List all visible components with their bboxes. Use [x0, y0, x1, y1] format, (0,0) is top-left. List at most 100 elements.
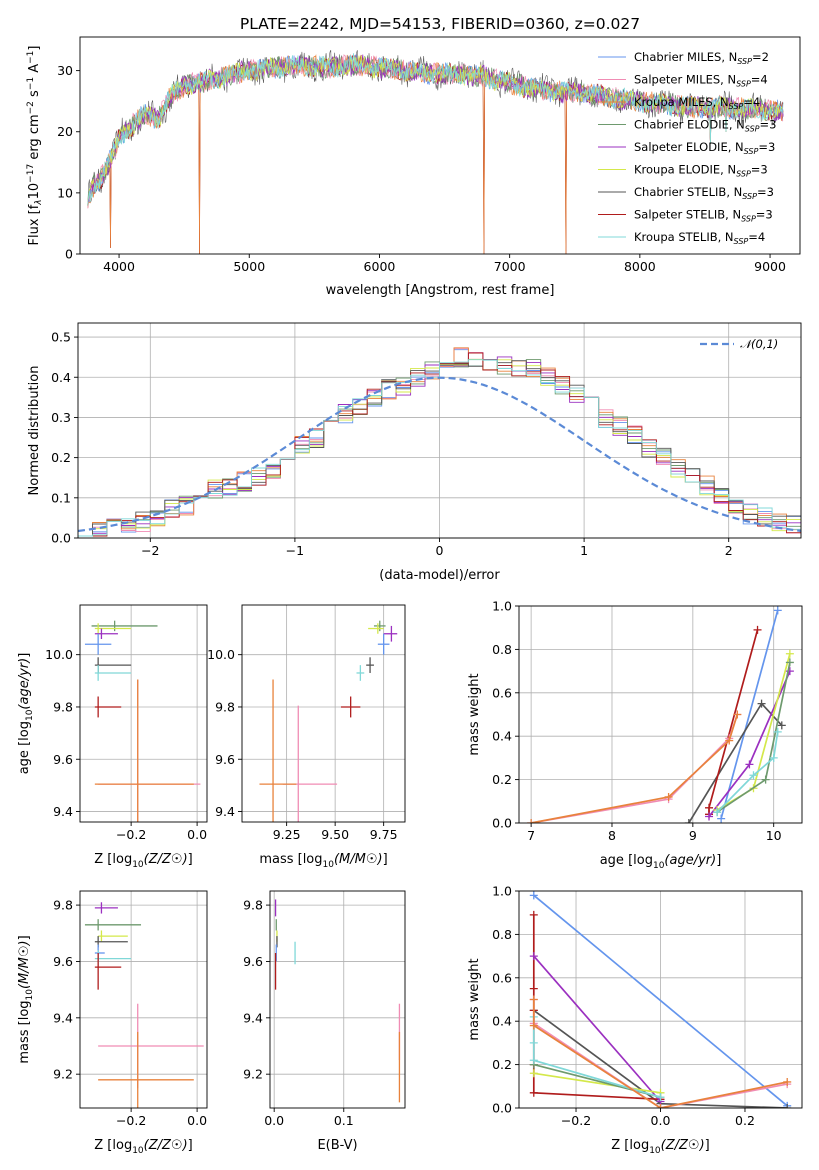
- y-tick-label: 0.0: [492, 1101, 512, 1116]
- y-tick-label: 0.4: [492, 729, 512, 744]
- weight-marker: [529, 1069, 538, 1078]
- x-tick-label: 0.0: [264, 1113, 284, 1128]
- weight-marker: [529, 1021, 538, 1030]
- axes-frame: [518, 605, 803, 824]
- plot-area: [529, 891, 792, 1108]
- legend-label: Salpeter MILES, NSSP=4: [634, 73, 768, 89]
- spectrum-panel: 4000 5000 6000 7000 8000 9000 0 10 20 30 wavelengt…: [26, 36, 801, 298]
- x-tick-label: 1: [580, 543, 588, 558]
- x-tick-label: 8000: [624, 259, 656, 274]
- x-tick-label: 7: [527, 828, 535, 843]
- legend-label: 𝒩(0,1): [740, 337, 778, 351]
- y-tick-label: 9.4: [243, 1010, 263, 1025]
- y-tick-label: 0.4: [492, 1014, 512, 1029]
- age-vs-metallicity-panel: −0.2 0.0 9.4 9.6 9.8 10.0 Z [log10(Z/Z☉)] age […: [17, 604, 208, 870]
- figure-title: PLATE=2242, MJD=54153, FIBERID=0360, z=0…: [240, 15, 640, 33]
- plot-area: [259, 620, 398, 822]
- y-tick-label: 10.0: [207, 647, 235, 662]
- weight-marker: [529, 1088, 538, 1097]
- y-tick-label: 0.0: [492, 816, 512, 831]
- weight-marker: [529, 1056, 538, 1065]
- x-tick-label: 6000: [364, 259, 396, 274]
- weight-marker: [529, 891, 538, 900]
- x-tick-label: 2: [725, 543, 733, 558]
- y-tick-label: 30: [57, 63, 73, 78]
- y-tick-label: 0.2: [492, 1057, 512, 1072]
- x-tick-label: 9.75: [370, 827, 398, 842]
- y-axis-label: Flux [fλ10−17 erg cm−2 s−1 A−1]: [26, 46, 44, 246]
- weight-marker: [749, 771, 758, 780]
- y-tick-label: 0.2: [492, 772, 512, 787]
- x-tick-label: 0.0: [187, 827, 207, 842]
- y-axis-label: Normed distribution: [27, 366, 42, 496]
- normal-curve: [78, 376, 801, 533]
- weight-marker: [733, 710, 742, 719]
- x-tick-label: 0.0: [651, 1113, 671, 1128]
- y-tick-label: 0.8: [492, 642, 512, 657]
- x-tick-label: 9: [689, 828, 697, 843]
- y-tick-label: 0.5: [51, 330, 71, 345]
- y-tick-label: 9.8: [243, 898, 263, 913]
- y-tick-label: 9.6: [53, 752, 73, 767]
- x-tick-label: 5000: [233, 259, 265, 274]
- y-axis-label: mass weight: [467, 958, 482, 1040]
- weight-line-salpeter-elodie: [533, 955, 662, 1103]
- weight-marker: [527, 819, 536, 823]
- weight-line-kroupa-stelib: [716, 731, 779, 813]
- weight-marker: [785, 649, 794, 658]
- weight-marker: [773, 606, 782, 615]
- y-axis-label: age [log10(age/yr)]: [17, 653, 35, 775]
- weight-marker: [783, 1077, 792, 1086]
- weight-line-chabrier-miles: [533, 894, 788, 1107]
- y-tick-label: 0.0: [51, 531, 71, 546]
- weight-marker: [656, 1104, 665, 1108]
- mass-vs-metallicity-panel: −0.2 0.0 9.2 9.4 9.6 9.8 Z [log10(Z/Z☉)] mass […: [17, 890, 208, 1156]
- axes-frame: [269, 890, 406, 1109]
- weight-marker: [656, 1093, 665, 1102]
- axes-frame: [241, 604, 406, 823]
- weight-marker: [753, 625, 762, 634]
- plot-area: [527, 606, 794, 823]
- weight-marker: [705, 812, 714, 821]
- y-tick-label: 9.6: [215, 752, 235, 767]
- y-tick-label: 0.6: [492, 970, 512, 985]
- x-axis-label: wavelength [Angstrom, rest frame]: [326, 283, 555, 298]
- weight-marker: [717, 814, 726, 823]
- weight-marker: [757, 699, 766, 708]
- legend-label: Kroupa ELODIE, NSSP=3: [634, 163, 768, 179]
- y-tick-label: 9.8: [53, 898, 73, 913]
- weight-marker: [783, 1104, 792, 1108]
- weight-marker: [529, 952, 538, 961]
- weight-line-salpeter-stelib: [532, 914, 661, 1101]
- y-tick-label: 0.1: [51, 490, 71, 505]
- plot-area: [84, 902, 204, 1108]
- x-tick-label: −0.2: [561, 1113, 591, 1128]
- y-tick-label: 9.4: [215, 804, 235, 819]
- x-tick-label: −0.2: [116, 827, 146, 842]
- x-tick-label: 9.50: [321, 827, 349, 842]
- plot-area: [274, 899, 401, 1103]
- legend-label: Salpeter STELIB, NSSP=3: [634, 208, 773, 224]
- x-tick-label: 9000: [754, 259, 786, 274]
- axes-frame: [79, 36, 801, 255]
- y-tick-label: 9.8: [215, 699, 235, 714]
- y-tick-label: 0.4: [51, 370, 71, 385]
- weight-marker: [529, 910, 538, 919]
- x-tick-label: 9.25: [273, 827, 301, 842]
- weight-marker: [769, 753, 778, 762]
- weight-marker: [761, 775, 770, 784]
- y-tick-label: 9.2: [243, 1067, 263, 1082]
- mass-vs-ebv-panel: 0.0 0.1 9.2 9.4 9.6 9.8 E(B-V): [243, 890, 406, 1153]
- y-axis-label: mass [log10(M/M☉)]: [17, 935, 35, 1063]
- age-vs-mass-panel: 9.25 9.50 9.75 9.4 9.6 9.8 10.0 mass [log10(M/M…: [207, 604, 406, 870]
- spectrum-line-kroupa-stelib: [87, 53, 784, 204]
- y-tick-label: 9.4: [53, 804, 73, 819]
- x-axis-label: Z [log10(Z/Z☉)]: [611, 1138, 709, 1156]
- y-tick-label: 9.8: [53, 699, 73, 714]
- y-tick-label: 0.6: [492, 685, 512, 700]
- weight-marker: [777, 721, 786, 730]
- x-axis-label: mass [log10(M/M☉)]: [259, 852, 387, 870]
- y-tick-label: 9.6: [53, 954, 73, 969]
- weight-line-kroupa-miles: [530, 714, 739, 823]
- legend-label: Chabrier STELIB, NSSP=3: [634, 185, 774, 201]
